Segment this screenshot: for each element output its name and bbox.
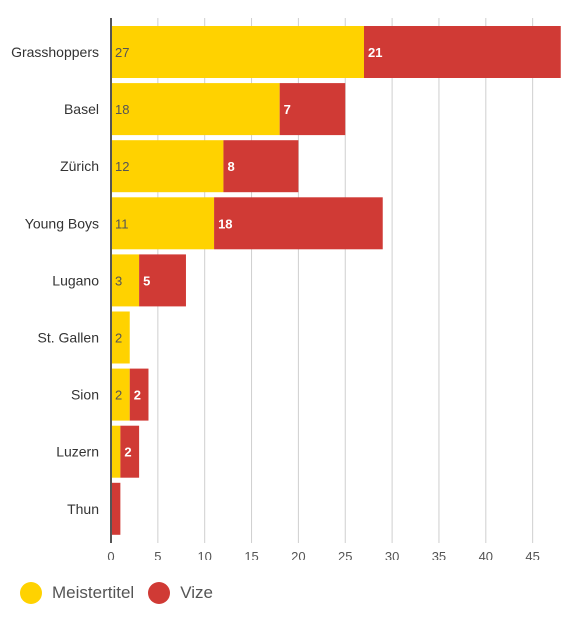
category-label-6: Sion xyxy=(71,387,99,403)
data-label-meistertitel-1: 18 xyxy=(115,102,129,117)
data-label-meistertitel-2: 12 xyxy=(115,159,129,174)
legend-label-vize: Vize xyxy=(180,583,213,602)
data-label-vize-3: 18 xyxy=(218,216,232,231)
data-label-vize-7: 2 xyxy=(124,445,131,460)
bar-vize-2 xyxy=(223,140,299,193)
category-label-3: Young Boys xyxy=(25,215,99,231)
bar-meistertitel-3 xyxy=(111,197,215,250)
x-tick-label-35: 35 xyxy=(432,549,446,560)
bar-vize-1 xyxy=(279,83,346,136)
legend-item-vize[interactable]: Vize xyxy=(148,582,213,604)
legend-swatch-vize xyxy=(148,582,171,604)
category-label-0: Grasshoppers xyxy=(11,44,99,60)
bar-meistertitel-1 xyxy=(111,83,280,136)
bar-meistertitel-4 xyxy=(111,254,140,307)
bar-meistertitel-2 xyxy=(111,140,224,193)
bar-meistertitel-7 xyxy=(111,425,121,478)
data-label-vize-6: 2 xyxy=(134,388,141,403)
bar-layer xyxy=(111,26,561,535)
legend: Meistertitel Vize xyxy=(20,580,227,606)
category-label-2: Zürich xyxy=(60,158,99,174)
category-label-7: Luzern xyxy=(56,444,99,460)
x-tick-label-5: 5 xyxy=(154,549,161,560)
bar-vize-0 xyxy=(363,26,561,78)
bar-meistertitel-5 xyxy=(111,311,130,364)
bar-meistertitel-6 xyxy=(111,368,130,421)
x-tick-label-0: 0 xyxy=(107,549,114,560)
data-label-meistertitel-5: 2 xyxy=(115,331,122,346)
category-label-5: St. Gallen xyxy=(38,330,99,346)
bar-vize-7 xyxy=(120,425,140,478)
x-tick-label-10: 10 xyxy=(197,549,211,560)
x-tick-label-15: 15 xyxy=(244,549,258,560)
category-label-4: Lugano xyxy=(52,272,99,288)
category-label-8: Thun xyxy=(67,501,99,517)
category-label-1: Basel xyxy=(64,101,99,117)
legend-item-meistertitel[interactable]: Meistertitel xyxy=(20,582,134,604)
x-tick-label-25: 25 xyxy=(338,549,352,560)
legend-label-meistertitel: Meistertitel xyxy=(52,583,135,602)
x-tick-label-45: 45 xyxy=(525,549,539,560)
bar-vize-6 xyxy=(129,368,149,421)
axis-layer: 0 5 10 15 20 25 30 35 40 45GrasshoppersBaselZüric… xyxy=(11,18,540,560)
data-label-meistertitel-4: 3 xyxy=(115,273,122,288)
bar-vize-8 xyxy=(111,482,121,535)
bar-vize-4 xyxy=(139,254,186,307)
data-label-meistertitel-6: 2 xyxy=(115,388,122,403)
bar-vize-3 xyxy=(214,197,383,250)
x-tick-label-20: 20 xyxy=(291,549,305,560)
data-label-vize-0: 21 xyxy=(368,45,382,60)
legend-swatch-meistertitel xyxy=(20,582,42,604)
x-tick-label-40: 40 xyxy=(479,549,493,560)
data-label-meistertitel-3: 11 xyxy=(115,216,129,231)
x-tick-label-30: 30 xyxy=(385,549,399,560)
data-label-vize-4: 5 xyxy=(143,273,150,288)
data-label-vize-2: 8 xyxy=(227,159,234,174)
chart: 27 21 18 7 12 8 11 18 3 5 2 2 2 2 0 5 10 15 20 25 30 35 40 45 G… xyxy=(11,18,561,560)
bar-meistertitel-0 xyxy=(111,26,364,78)
data-label-vize-1: 7 xyxy=(284,102,291,117)
data-label-meistertitel-0: 27 xyxy=(115,45,129,60)
